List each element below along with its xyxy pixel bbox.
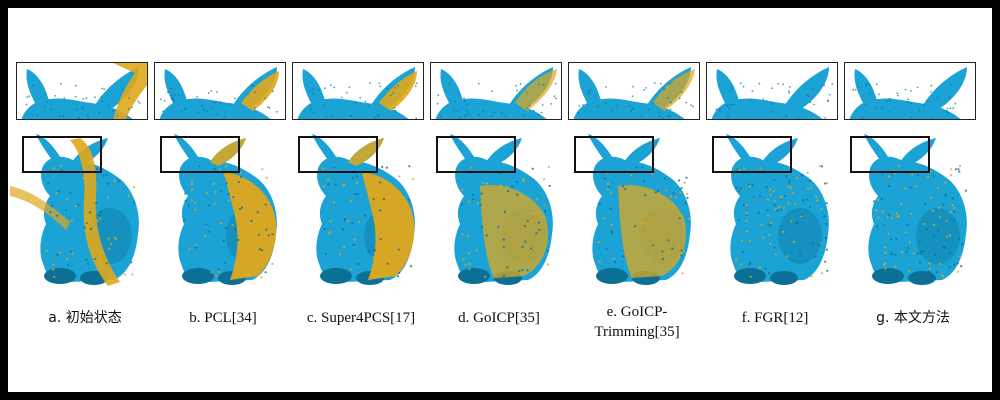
zoom-svg <box>17 63 148 120</box>
zoom-inset <box>292 62 424 120</box>
roi-rectangle <box>850 136 930 173</box>
roi-rectangle <box>712 136 792 173</box>
roi-rectangle <box>160 136 240 173</box>
zoom-inset <box>568 62 700 120</box>
panel-caption: g. 本文方法 <box>838 308 988 328</box>
roi-rectangle <box>298 136 378 173</box>
panel-a: a. 初始状态 <box>10 8 150 392</box>
panel-b: b. PCL[34] <box>148 8 288 392</box>
zoom-svg <box>569 63 700 120</box>
roi-rectangle <box>436 136 516 173</box>
figure-frame: a. 初始状态 b. PCL[34] c. Super4PCS[17] d. G… <box>8 8 992 392</box>
panel-f: f. FGR[12] <box>700 8 840 392</box>
zoom-svg <box>845 63 976 120</box>
panel-caption: b. PCL[34] <box>148 308 298 328</box>
roi-rectangle <box>574 136 654 173</box>
panel-caption: d. GoICP[35] <box>424 308 574 328</box>
zoom-svg <box>431 63 562 120</box>
panel-c: c. Super4PCS[17] <box>286 8 426 392</box>
zoom-svg <box>293 63 424 120</box>
zoom-inset <box>844 62 976 120</box>
zoom-svg <box>707 63 838 120</box>
panel-caption: f. FGR[12] <box>700 308 850 328</box>
zoom-inset <box>16 62 148 120</box>
roi-rectangle <box>22 136 102 173</box>
panel-e: e. GoICP- Trimming[35] <box>562 8 702 392</box>
panel-caption: a. 初始状态 <box>10 308 160 328</box>
panel-caption: e. GoICP- Trimming[35] <box>562 302 712 342</box>
zoom-svg <box>155 63 286 120</box>
zoom-inset <box>706 62 838 120</box>
panel-g: g. 本文方法 <box>838 8 978 392</box>
zoom-inset <box>154 62 286 120</box>
panel-caption: c. Super4PCS[17] <box>286 308 436 328</box>
zoom-inset <box>430 62 562 120</box>
panel-d: d. GoICP[35] <box>424 8 564 392</box>
